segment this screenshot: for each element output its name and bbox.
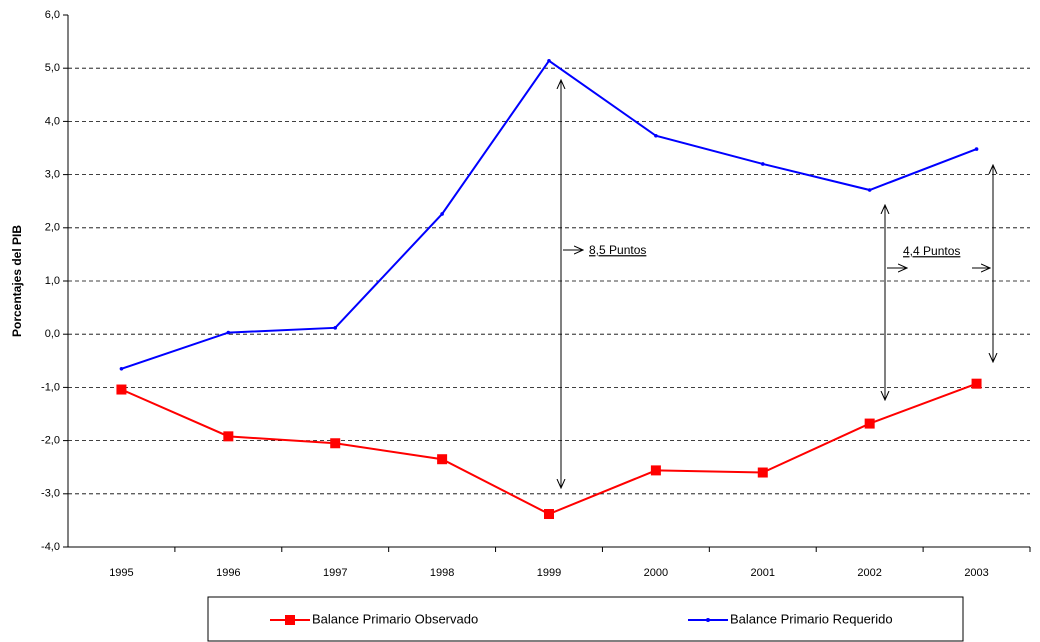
point: [544, 509, 554, 520]
x-tick-label: 2001: [751, 567, 775, 579]
y-axis-label: Porcentajes del PIB: [10, 225, 24, 337]
point: [971, 378, 982, 389]
x-tick-label: 1997: [323, 567, 347, 579]
point: [437, 454, 448, 465]
y-tick-label: 3,0: [45, 169, 60, 181]
x-tick-label: 2003: [964, 567, 988, 579]
point: [333, 326, 338, 330]
legend-label: Balance Primario Observado: [312, 611, 478, 626]
y-tick-label: 2,0: [45, 222, 60, 234]
y-tick-label: -3,0: [41, 488, 60, 500]
series-line: [121, 59, 977, 370]
x-tick-label: 1998: [430, 567, 454, 579]
point: [867, 188, 872, 192]
y-tick-label: -1,0: [41, 381, 60, 393]
legend-label: Balance Primario Requerido: [730, 611, 893, 626]
point: [119, 366, 124, 371]
y-tick-label: -2,0: [41, 435, 60, 447]
point: [650, 465, 661, 476]
y-tick-label: 4,0: [45, 115, 60, 127]
point: [223, 431, 234, 442]
annotation: 4,4 Puntos: [903, 244, 960, 258]
series-line: [121, 382, 977, 516]
x-tick-label: 1999: [537, 567, 561, 579]
x-tick-label: 2002: [857, 567, 881, 579]
x-tick-label: 2000: [644, 567, 668, 579]
annotation-arrows: [561, 80, 993, 488]
y-tick-label: 0,0: [45, 328, 60, 340]
point: [864, 418, 875, 429]
point: [116, 384, 127, 395]
point: [440, 212, 444, 216]
y-tick-label: 1,0: [45, 275, 60, 287]
point: [226, 330, 231, 335]
legend-box: [207, 596, 964, 642]
point: [330, 438, 341, 449]
point: [547, 58, 551, 63]
y-tick-label: 6,0: [45, 9, 60, 21]
x-tick-label: 1995: [109, 567, 133, 579]
y-tick-label: 5,0: [45, 62, 60, 74]
point: [760, 162, 765, 166]
point: [654, 133, 658, 138]
x-tick-label: 1996: [216, 567, 240, 579]
point: [974, 147, 979, 151]
annotation: 8,5 Puntos: [589, 243, 646, 257]
y-tick-label: -4,0: [41, 541, 60, 553]
legend-marker: [706, 618, 710, 622]
point: [757, 467, 768, 478]
legend-marker: [285, 615, 295, 625]
